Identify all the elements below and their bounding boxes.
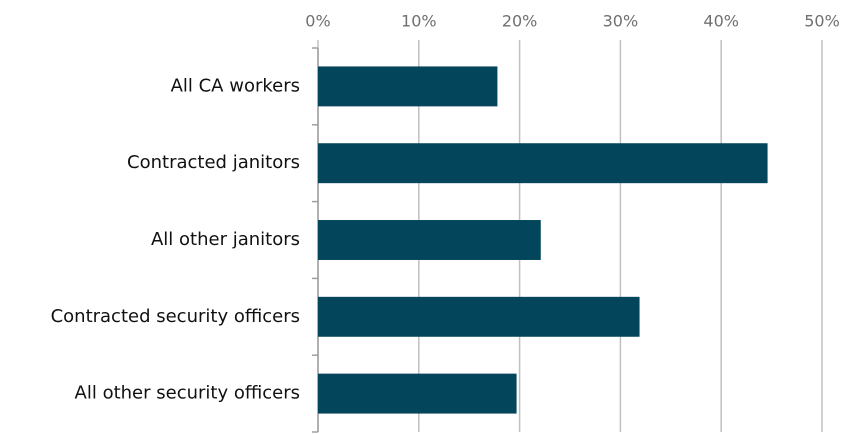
x-tick-label: 10% (401, 12, 437, 31)
bar (318, 296, 640, 337)
y-tick-label: All other janitors (151, 229, 300, 250)
y-tick-label: All other security officers (75, 383, 300, 404)
bar (318, 220, 541, 260)
y-tick-label: All CA workers (171, 75, 300, 96)
x-tick-label: 50% (804, 12, 840, 31)
x-tick-label: 0% (305, 12, 330, 31)
x-tick-label: 30% (603, 12, 639, 31)
y-tick-label: Contracted security officers (51, 306, 300, 327)
x-tick-label: 20% (502, 12, 538, 31)
bar (318, 66, 498, 107)
y-tick-label: Contracted janitors (127, 152, 300, 173)
bar (318, 143, 768, 184)
x-tick-label: 40% (703, 12, 739, 31)
bar (318, 373, 517, 414)
